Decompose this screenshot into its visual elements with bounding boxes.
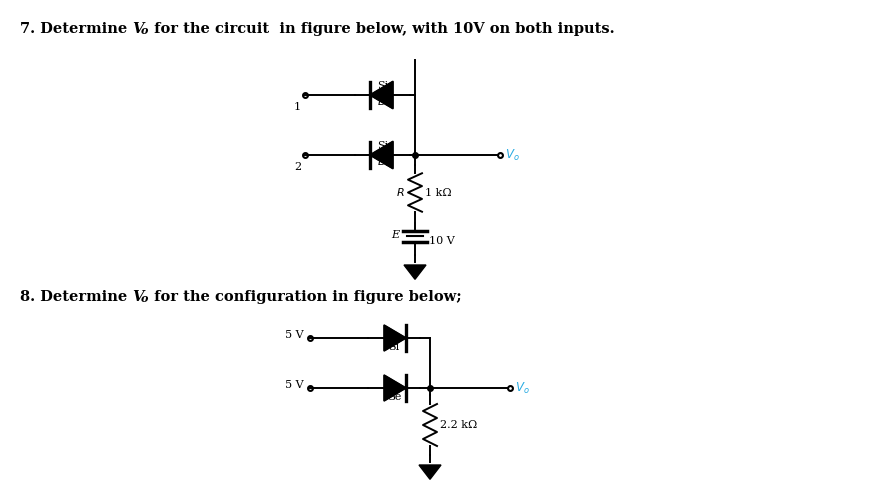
Text: V: V [132,290,143,304]
Text: 10 V: 10 V [429,236,454,246]
Text: for the configuration in figure below;: for the configuration in figure below; [149,290,461,304]
Text: $D_2$: $D_2$ [378,155,392,169]
Text: 2.2 kΩ: 2.2 kΩ [440,420,477,430]
Text: 5 V: 5 V [286,330,304,340]
Polygon shape [370,82,392,108]
Text: 1: 1 [294,102,301,112]
Polygon shape [419,465,441,479]
Polygon shape [385,375,406,400]
Text: 7. Determine: 7. Determine [20,22,132,36]
Text: $V_o$: $V_o$ [505,148,520,162]
Text: Si: Si [377,141,388,151]
Text: Ge: Ge [386,392,402,402]
Polygon shape [370,142,392,168]
Text: $D_1$: $D_1$ [377,95,392,109]
Text: for the circuit  in figure below, with 10V on both inputs.: for the circuit in figure below, with 10… [149,22,614,36]
Text: $V_o$: $V_o$ [515,380,530,396]
Polygon shape [385,325,406,351]
Text: 5 V: 5 V [286,380,304,390]
Text: Si: Si [388,342,399,352]
Text: o: o [141,293,149,304]
Text: Si: Si [377,81,388,91]
Text: 1 kΩ: 1 kΩ [425,187,452,197]
Text: $R$: $R$ [396,186,405,198]
Text: 8. Determine: 8. Determine [20,290,132,304]
Text: V: V [132,22,143,36]
Text: 2: 2 [294,162,301,172]
Text: o: o [141,25,149,36]
Polygon shape [404,265,426,279]
Text: E: E [391,229,399,240]
